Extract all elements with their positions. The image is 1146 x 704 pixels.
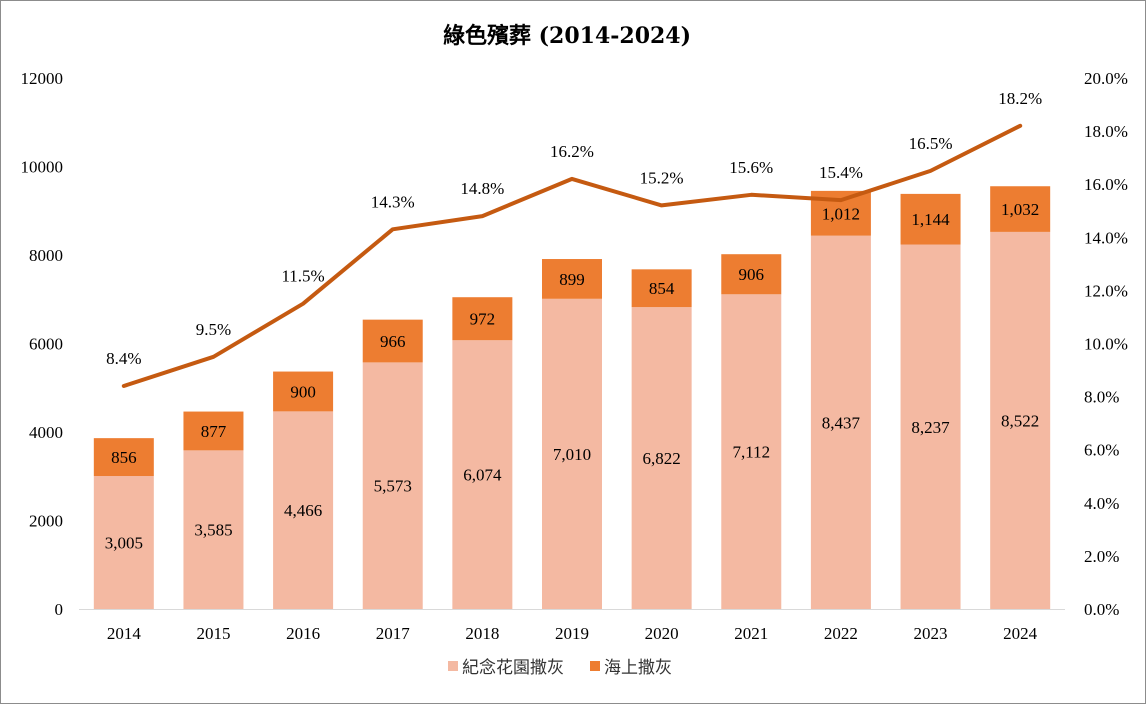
right-axis: 0.0% 2.0% 4.0% 6.0% 8.0% 10.0% 12.0% 14.0% 16.0%… [1084, 69, 1128, 619]
bar-segment-memorial-garden [273, 411, 334, 609]
bar-data-label: 900 [290, 382, 316, 401]
line-data-label: 14.3% [371, 192, 415, 211]
right-axis-tick-label: 0.0% [1084, 600, 1119, 619]
left-axis-tick-label: 8000 [29, 246, 63, 265]
bar-segment-sea [362, 319, 423, 363]
bar-segment-sea [452, 297, 513, 341]
left-axis-tick-label: 0 [55, 600, 64, 619]
line-data-label: 15.6% [729, 158, 773, 177]
bar-data-label: 6,074 [463, 466, 502, 485]
right-axis-tick-label: 2.0% [1084, 547, 1119, 566]
x-axis-tick-label: 2016 [286, 624, 320, 643]
bar-data-label: 877 [201, 422, 227, 441]
line-group: 8.4% 9.5% 11.5% 14.3% 14.8% 16.2% 15.2% 15.6% 15… [106, 89, 1042, 388]
bar-data-label: 7,112 [732, 443, 770, 462]
percentage-line [121, 123, 1023, 388]
bar-segment-sea [183, 411, 244, 451]
bar-data-label: 966 [380, 332, 406, 351]
bar-data-label: 1,144 [911, 210, 950, 229]
bar-segment-memorial-garden [93, 476, 154, 609]
bar-segment-memorial-garden [810, 235, 871, 609]
line-data-label: 16.5% [909, 134, 953, 153]
right-axis-tick-label: 16.0% [1084, 175, 1128, 194]
bar-data-label: 6,822 [643, 449, 681, 468]
bar-segment-sea [990, 186, 1051, 232]
right-axis-tick-label: 18.0% [1084, 122, 1128, 141]
bar-data-label: 4,466 [284, 501, 322, 520]
right-axis-tick-label: 6.0% [1084, 441, 1119, 460]
legend-label: 海上撒灰 [604, 658, 672, 678]
bar-data-label: 972 [470, 310, 496, 329]
bars-group: 3,005 3,585 4,466 5,573 6,074 7,010 6,822 7,112… [93, 186, 1051, 610]
bar-segment-memorial-garden [362, 362, 423, 609]
left-axis-tick-label: 12000 [21, 69, 64, 88]
left-axis: 0 2000 4000 6000 8000 10000 12000 [21, 69, 64, 619]
bar-segment-sea [721, 254, 782, 295]
left-axis-tick-label: 6000 [29, 335, 63, 354]
left-axis-tick-label: 2000 [29, 512, 63, 531]
bar-data-label: 1,032 [1001, 200, 1039, 219]
right-axis-tick-label: 20.0% [1084, 69, 1128, 88]
bar-segment-sea [542, 259, 602, 299]
bar-data-label: 1,012 [822, 204, 860, 223]
bar-data-label: 856 [111, 448, 137, 467]
x-axis-tick-label: 2015 [196, 624, 230, 643]
x-axis-tick-label: 2020 [645, 624, 679, 643]
bar-segment-memorial-garden [542, 298, 602, 609]
bar-data-label: 899 [559, 270, 585, 289]
bar-segment-memorial-garden [990, 231, 1051, 610]
bar-segment-memorial-garden [900, 244, 961, 609]
right-axis-tick-label: 12.0% [1084, 281, 1128, 300]
x-axis-tick-label: 2024 [1003, 624, 1038, 643]
right-axis-tick-label: 14.0% [1084, 228, 1128, 247]
line-data-label: 11.5% [281, 267, 324, 286]
chart-title: 綠色殯葬 (2014-2024) [443, 23, 691, 49]
bar-segment-sea [273, 371, 334, 412]
x-axis-tick-label: 2021 [734, 624, 768, 643]
bar-data-label: 8,522 [1001, 411, 1039, 430]
bar-data-label: 7,010 [553, 445, 591, 464]
right-axis-tick-label: 10.0% [1084, 335, 1128, 354]
line-data-label: 16.2% [550, 142, 594, 161]
x-axis: 2014 2015 2016 2017 2018 2019 2020 2021 2022 2023… [79, 609, 1065, 643]
bar-segment-sea [631, 269, 692, 308]
x-axis-tick-label: 2023 [914, 624, 948, 643]
bar-segment-sea [93, 438, 154, 477]
x-axis-tick-label: 2014 [107, 624, 142, 643]
legend-label: 紀念花園撒灰 [462, 657, 564, 678]
left-axis-tick-label: 4000 [29, 423, 63, 442]
bar-data-label: 8,237 [911, 418, 950, 437]
line-data-label: 8.4% [106, 349, 141, 368]
legend-swatch [448, 661, 458, 671]
right-axis-tick-label: 4.0% [1084, 494, 1119, 513]
line-data-label: 15.2% [640, 168, 684, 187]
bar-data-label: 3,585 [194, 521, 232, 540]
right-axis-tick-label: 8.0% [1084, 388, 1119, 407]
bar-data-label: 906 [739, 265, 765, 284]
bar-data-label: 8,437 [822, 413, 861, 432]
bar-data-label: 5,573 [374, 477, 412, 496]
legend-swatch [590, 661, 600, 671]
line-data-label: 14.8% [460, 179, 504, 198]
x-axis-tick-label: 2018 [465, 624, 499, 643]
left-axis-tick-label: 10000 [21, 158, 64, 177]
bar-data-label: 3,005 [105, 534, 143, 553]
bar-segment-memorial-garden [452, 340, 513, 609]
legend: 紀念花園撒灰 海上撒灰 [448, 657, 672, 678]
x-axis-tick-label: 2022 [824, 624, 858, 643]
bar-segment-memorial-garden [721, 294, 782, 609]
line-data-label: 18.2% [998, 89, 1042, 108]
bar-segment-sea [900, 193, 961, 245]
bar-segment-memorial-garden [183, 450, 244, 609]
line-data-label: 15.4% [819, 163, 863, 182]
bar-data-label: 854 [649, 279, 675, 298]
x-axis-tick-label: 2017 [376, 624, 411, 643]
line-data-label: 9.5% [196, 320, 231, 339]
bar-segment-memorial-garden [631, 307, 692, 609]
x-axis-tick-label: 2019 [555, 624, 589, 643]
